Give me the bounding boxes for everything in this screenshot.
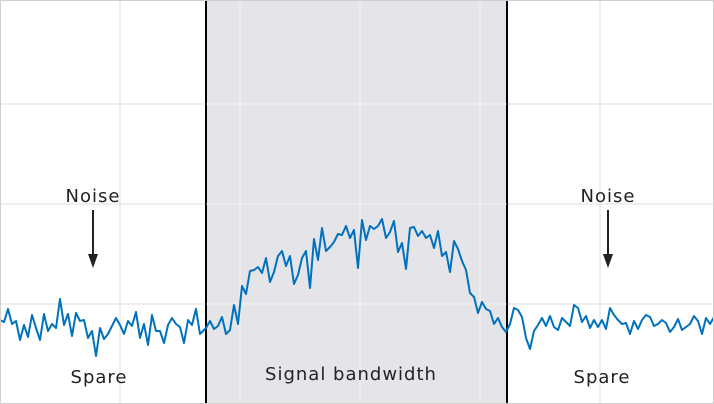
noise-arrow-head-right [603,254,613,268]
noise-signal-series-line [0,218,714,357]
grid-over-band [206,0,507,404]
noise-label-left: Noise [66,186,121,207]
noise-arrow-head-left [88,254,98,268]
signal-bandwidth-band [206,0,507,404]
signal-bandwidth-label: Signal bandwidth [265,364,437,385]
noise-label-right: Noise [581,186,636,207]
spare-label-right: Spare [574,367,631,388]
spare-label-left: Spare [71,367,128,388]
